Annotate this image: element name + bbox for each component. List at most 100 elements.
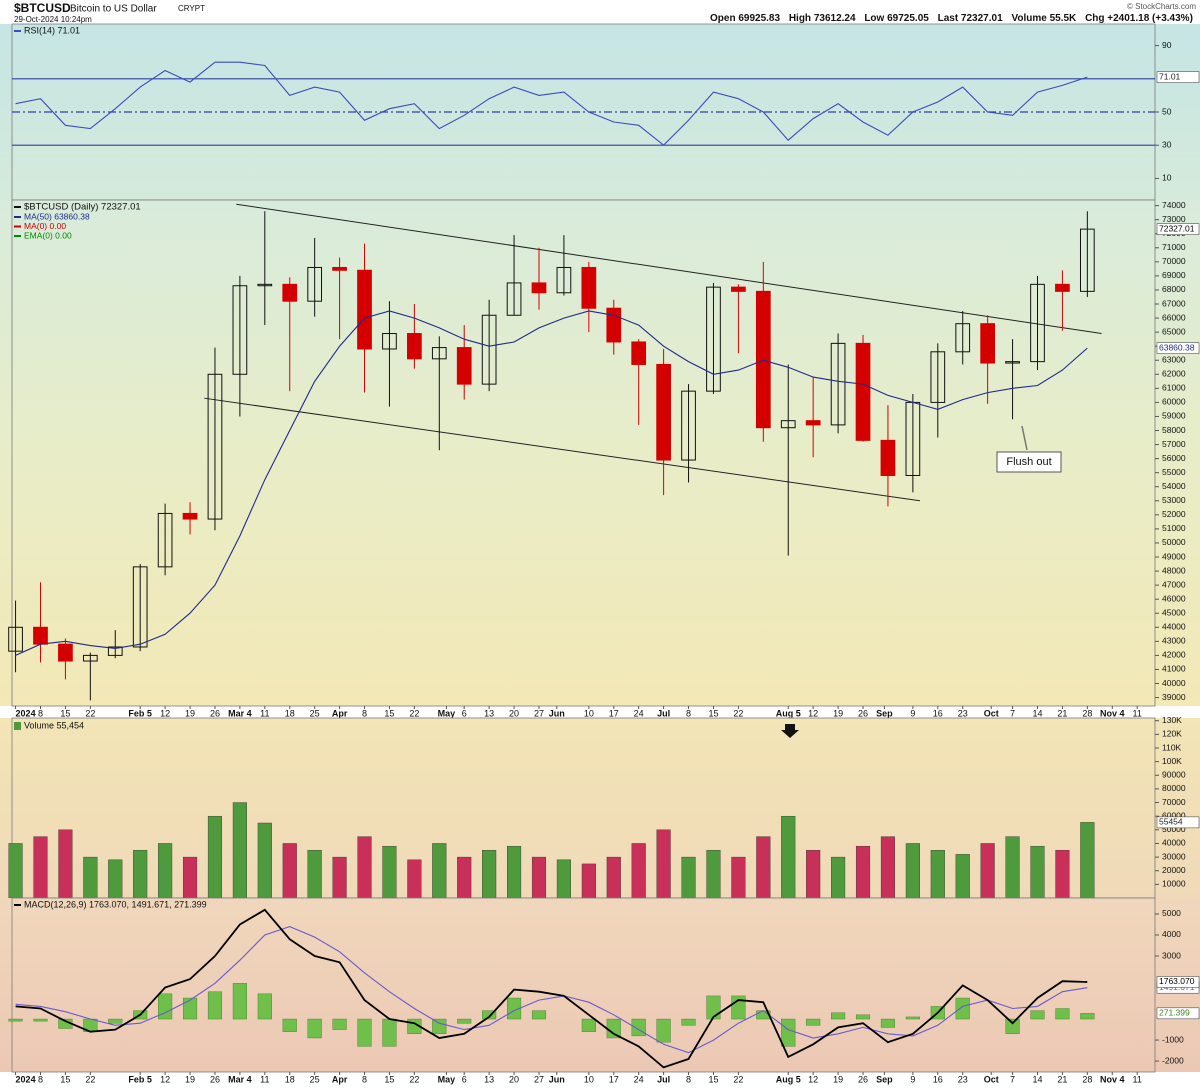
x-tick-label: Sep: [876, 708, 893, 718]
x-tick-label: 19: [833, 1074, 843, 1084]
panel-border: [11, 897, 1156, 1073]
x-tick-label: 24: [634, 708, 644, 718]
x-tick-label: 9: [910, 708, 915, 718]
x-tick-label: 12: [808, 708, 818, 718]
candle-body: [132, 566, 148, 648]
last-value-box: [1156, 71, 1200, 83]
y-tick-label: 70000: [1162, 797, 1186, 807]
histogram-bar: [806, 1018, 821, 1026]
candle-body: [805, 420, 821, 426]
last-value-label: 1763.070: [1159, 976, 1195, 986]
candle-body: [830, 342, 846, 426]
volume-bar: [781, 815, 796, 899]
last-value-box: [1156, 223, 1200, 235]
volume-bar: [556, 859, 571, 899]
y-tick-label: 56000: [1162, 453, 1186, 463]
x-tick-label: 21: [1057, 708, 1067, 718]
x-tick-label: Sep: [876, 1074, 893, 1084]
candle-body: [8, 626, 23, 652]
x-tick-label: 18: [285, 1074, 295, 1084]
exchange: CRYPT: [178, 4, 205, 13]
x-tick-label: 22: [85, 708, 95, 718]
x-tick-label: 10: [584, 1074, 594, 1084]
volume-bar: [1005, 836, 1020, 899]
y-tick-label: 30000: [1162, 851, 1186, 861]
candle-body: [456, 347, 472, 385]
candle-body: [980, 323, 995, 364]
x-tick-label: 22: [733, 1074, 743, 1084]
y-tick-label: 50000: [1162, 824, 1186, 834]
volume-bar: [357, 836, 372, 899]
candle-body: [282, 283, 298, 302]
y-tick-label: 90: [1162, 40, 1172, 50]
x-tick-label: Jun: [549, 708, 565, 718]
volume-bar: [656, 829, 671, 899]
volume-bar: [382, 845, 397, 899]
y-tick-label: -2000: [1162, 1055, 1184, 1065]
histogram-bar: [182, 997, 198, 1020]
volume-bar: [257, 822, 272, 899]
last-value-label: 63860.38: [1159, 342, 1195, 352]
x-tick-label: Aug 5: [776, 1074, 801, 1084]
legend-label: MA(50) 63860.38: [24, 211, 90, 221]
x-tick-label: Mar 4: [228, 1074, 252, 1084]
y-tick-label: 10: [1162, 173, 1172, 183]
symbol: $BTCUSD: [14, 1, 71, 15]
x-tick-label: 7: [1010, 1074, 1015, 1084]
candle-body: [382, 333, 397, 350]
x-tick-label: Oct: [984, 1074, 999, 1084]
legend-label: MA(0) 0.00: [24, 221, 66, 231]
candle-body: [332, 266, 347, 271]
x-tick-label: 15: [60, 1074, 70, 1084]
candle-body: [706, 286, 721, 392]
volume-bar: [432, 843, 447, 899]
candle-body: [631, 341, 647, 365]
y-tick-label: 57000: [1162, 439, 1186, 449]
y-tick-label: 50: [1162, 106, 1172, 116]
candle-body: [207, 373, 223, 520]
volume-bar: [706, 850, 721, 899]
volume-bar: [1080, 822, 1095, 899]
x-tick-label: 13: [484, 708, 494, 718]
candle-body: [556, 266, 572, 294]
x-tick-label: 2024: [16, 708, 36, 718]
volume-bar: [232, 802, 247, 899]
y-tick-label: 120K: [1162, 729, 1182, 739]
histogram-bar: [8, 1018, 23, 1022]
volume-bar: [880, 836, 895, 899]
volume-bar: [108, 859, 123, 899]
y-tick-label: 4000: [1162, 929, 1181, 939]
x-tick-label: 23: [958, 1074, 968, 1084]
x-tick-label: 15: [384, 1074, 394, 1084]
y-tick-label: 54000: [1162, 481, 1186, 491]
histogram-bar: [880, 1018, 895, 1028]
histogram-bar: [656, 1018, 671, 1043]
volume-bar: [980, 843, 995, 899]
quote-item: Last 72327.01: [938, 13, 1003, 24]
x-tick-label: 8: [362, 708, 367, 718]
volume-bar: [855, 845, 871, 899]
y-tick-label: 74000: [1162, 200, 1186, 210]
x-tick-label: 22: [85, 1074, 95, 1084]
x-tick-label: 23: [958, 708, 968, 718]
y-tick-label: 40000: [1162, 838, 1186, 848]
volume-bar: [158, 843, 173, 899]
candle-body: [33, 626, 48, 645]
y-tick-label: 55000: [1162, 467, 1186, 477]
histogram-bar: [1005, 1018, 1020, 1034]
volume-bar: [831, 856, 846, 899]
plot-area: 10 30 50 90 RSI(14) 71.01 71.01 39000 40000 4100…: [0, 23, 1200, 1084]
candle-body: [232, 285, 248, 375]
y-tick-label: 65000: [1162, 326, 1186, 336]
volume-bar: [731, 856, 746, 899]
quote-item: Chg +2401.18 (+3.43%): [1085, 13, 1193, 24]
volume-bar: [282, 843, 297, 899]
x-tick-label: Aug 5: [776, 708, 801, 718]
volume-bar: [955, 854, 970, 899]
x-tick-label: 22: [409, 708, 419, 718]
x-tick-label: 24: [634, 1074, 644, 1084]
candle-body: [880, 439, 896, 476]
histogram-bar: [33, 1018, 48, 1022]
y-tick-label: 59000: [1162, 411, 1186, 421]
quote-item: Low 69725.05: [864, 13, 929, 24]
